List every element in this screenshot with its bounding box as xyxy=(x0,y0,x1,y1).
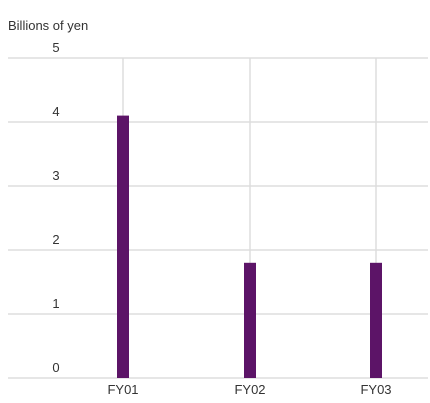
x-tick-label-FY01: FY01 xyxy=(107,382,138,397)
x-tick-labels: FY01 FY02 FY03 xyxy=(107,382,391,397)
y-tick-label-1: 1 xyxy=(52,296,59,311)
y-tick-label-4: 4 xyxy=(52,104,59,119)
y-tick-label-5: 5 xyxy=(52,40,59,55)
y-tick-label-0: 0 xyxy=(52,360,59,375)
y-tick-labels: 0 1 2 3 4 5 xyxy=(52,40,59,375)
bar-FY01 xyxy=(117,115,129,378)
y-tick-label-3: 3 xyxy=(52,168,59,183)
y-tick-label-2: 2 xyxy=(52,232,59,247)
bar-FY03 xyxy=(370,262,382,378)
grid-layer xyxy=(8,57,428,379)
y-axis-label: Billions of yen xyxy=(8,18,88,33)
x-tick-label-FY02: FY02 xyxy=(234,382,265,397)
bar-FY02 xyxy=(244,262,256,378)
bars-layer xyxy=(117,115,382,378)
x-tick-label-FY03: FY03 xyxy=(360,382,391,397)
